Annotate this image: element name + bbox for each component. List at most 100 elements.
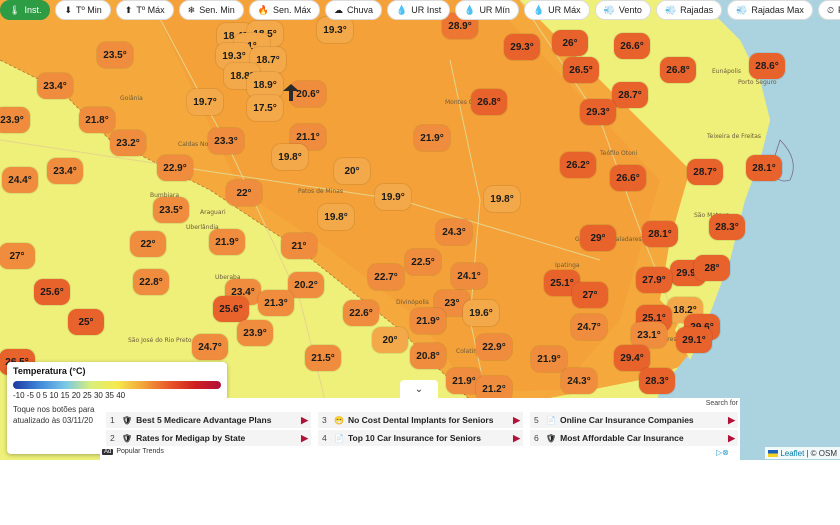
station-marker[interactable]: 22.9° bbox=[476, 334, 512, 360]
station-marker[interactable]: 28.3° bbox=[709, 214, 745, 240]
station-marker[interactable]: 24.7° bbox=[192, 334, 228, 360]
station-marker[interactable]: 22.8° bbox=[133, 269, 169, 295]
station-marker[interactable]: 29.3° bbox=[580, 99, 616, 125]
station-marker[interactable]: 24.4° bbox=[2, 167, 38, 193]
osm-credit[interactable]: | © OSM bbox=[806, 448, 837, 458]
ad-link[interactable]: 1 🛡 Best 5 Medicare Advantage Plans ▶ bbox=[106, 412, 311, 428]
station-marker[interactable]: 24.1° bbox=[451, 263, 487, 289]
toolbar-button[interactable]: 💧 UR Mín bbox=[455, 0, 519, 20]
station-marker[interactable]: 26° bbox=[552, 30, 588, 56]
station-marker[interactable]: 28.7° bbox=[687, 159, 723, 185]
leaflet-link[interactable]: Leaflet bbox=[780, 448, 805, 458]
station-marker[interactable]: 22° bbox=[130, 231, 166, 257]
station-marker[interactable]: 28.6° bbox=[749, 53, 785, 79]
station-marker[interactable]: 21.3° bbox=[258, 290, 294, 316]
station-marker[interactable]: 17.5° bbox=[247, 95, 283, 121]
toolbar-button[interactable]: ⬆ Tº Máx bbox=[115, 0, 174, 20]
station-marker[interactable]: 22.6° bbox=[343, 300, 379, 326]
station-marker[interactable]: 26.8° bbox=[471, 89, 507, 115]
ad-link[interactable]: 5 📄 Online Car Insurance Companies ▶ bbox=[530, 412, 738, 428]
station-marker[interactable]: 25.6° bbox=[213, 296, 249, 322]
station-marker[interactable]: 28° bbox=[694, 255, 730, 281]
toolbar-button[interactable]: 💨 Rajadas bbox=[655, 0, 723, 20]
toolbar-button[interactable]: 💧 UR Máx bbox=[523, 0, 590, 20]
station-marker[interactable]: 23.3° bbox=[208, 128, 244, 154]
station-marker[interactable]: 26.5° bbox=[563, 57, 599, 83]
station-marker[interactable]: 26.8° bbox=[660, 57, 696, 83]
adchoices-icon[interactable]: ▷⊗ bbox=[716, 448, 729, 457]
station-marker[interactable]: 23.9° bbox=[237, 320, 273, 346]
station-marker[interactable]: 27.9° bbox=[636, 267, 672, 293]
station-marker[interactable]: 23.2° bbox=[110, 130, 146, 156]
station-marker[interactable]: 26.2° bbox=[560, 152, 596, 178]
station-marker[interactable]: 19.3° bbox=[317, 17, 353, 43]
station-marker[interactable]: 23.5° bbox=[97, 42, 133, 68]
station-marker[interactable]: 20° bbox=[334, 158, 370, 184]
location-pin-icon[interactable] bbox=[283, 84, 299, 102]
station-marker[interactable]: 26.6° bbox=[614, 33, 650, 59]
station-marker[interactable]: 19.9° bbox=[375, 184, 411, 210]
ad-link[interactable]: 6 🛡 Most Affordable Car Insurance ▶ bbox=[530, 430, 738, 446]
toolbar-button[interactable]: 🌡 Inst. bbox=[0, 0, 51, 20]
ad-link[interactable]: 2 🛡 Rates for Medigap by State ▶ bbox=[106, 430, 311, 446]
station-marker[interactable]: 19.8° bbox=[272, 144, 308, 170]
map-canvas[interactable]: Goiânia Montes Claros Teófilo Otoni Eunápol… bbox=[0, 0, 840, 460]
station-marker[interactable]: 24.3° bbox=[561, 368, 597, 394]
station-marker[interactable]: 23.5° bbox=[153, 197, 189, 223]
station-marker[interactable]: 18.7° bbox=[250, 47, 286, 73]
station-marker[interactable]: 19.6° bbox=[463, 300, 499, 326]
station-marker[interactable]: 23.4° bbox=[47, 158, 83, 184]
toolbar-button[interactable]: ⬇ Tº Min bbox=[55, 0, 111, 20]
station-marker[interactable]: 27° bbox=[572, 282, 608, 308]
station-marker[interactable]: 18.9° bbox=[247, 72, 283, 98]
station-marker[interactable]: 28.1° bbox=[746, 155, 782, 181]
station-marker[interactable]: 21.8° bbox=[79, 107, 115, 133]
station-marker[interactable]: 21.9° bbox=[531, 346, 567, 372]
station-marker[interactable]: 23.1° bbox=[631, 322, 667, 348]
station-marker[interactable]: 25° bbox=[68, 309, 104, 335]
station-marker[interactable]: 21.9° bbox=[410, 308, 446, 334]
ad-link[interactable]: 4 📄 Top 10 Car Insurance for Seniors ▶ bbox=[318, 430, 523, 446]
station-marker[interactable]: 29.1° bbox=[676, 327, 712, 353]
collapse-button[interactable]: ⌄ bbox=[400, 380, 438, 398]
station-marker[interactable]: 22° bbox=[226, 180, 262, 206]
ad-source[interactable]: Popular Trends bbox=[116, 448, 164, 455]
station-marker[interactable]: 22.5° bbox=[405, 249, 441, 275]
station-marker[interactable]: 25.6° bbox=[34, 279, 70, 305]
toolbar-button[interactable]: 💨 Vento bbox=[594, 0, 651, 20]
toolbar-button[interactable]: 💨 Rajadas Max bbox=[727, 0, 813, 20]
station-marker[interactable]: 19.8° bbox=[484, 186, 520, 212]
toolbar-button[interactable]: 💧 UR Inst bbox=[386, 0, 451, 20]
station-marker[interactable]: 24.7° bbox=[571, 314, 607, 340]
station-marker[interactable]: 28.1° bbox=[642, 221, 678, 247]
toolbar-button[interactable]: ☁ Chuva bbox=[324, 0, 382, 20]
station-marker[interactable]: 20.8° bbox=[410, 343, 446, 369]
toolbar-button[interactable]: ❄ Sen. Min bbox=[178, 0, 244, 20]
station-marker[interactable]: 19.8° bbox=[318, 204, 354, 230]
station-marker[interactable]: 29° bbox=[580, 225, 616, 251]
toolbar-button[interactable]: 🔥 Sen. Máx bbox=[248, 0, 320, 20]
station-marker[interactable]: 23.9° bbox=[0, 107, 30, 133]
station-marker[interactable]: 27° bbox=[0, 243, 35, 269]
station-marker[interactable]: 21° bbox=[281, 233, 317, 259]
station-marker[interactable]: 21.2° bbox=[476, 376, 512, 402]
station-marker[interactable]: 19.7° bbox=[187, 89, 223, 115]
station-marker[interactable]: 20.2° bbox=[288, 272, 324, 298]
station-marker[interactable]: 26.6° bbox=[610, 165, 646, 191]
station-marker[interactable]: 21.9° bbox=[209, 229, 245, 255]
station-marker[interactable]: 20.6° bbox=[290, 81, 326, 107]
ad-link[interactable]: 3 😁 No Cost Dental Implants for Seniors ▶ bbox=[318, 412, 523, 428]
ad-number: 4 bbox=[322, 433, 327, 443]
toolbar-button[interactable]: ⏲ Pressão bbox=[817, 0, 840, 20]
station-marker[interactable]: 23.4° bbox=[37, 73, 73, 99]
station-marker[interactable]: 24.3° bbox=[436, 219, 472, 245]
station-marker[interactable]: 21.5° bbox=[305, 345, 341, 371]
station-marker[interactable]: 22.7° bbox=[368, 264, 404, 290]
station-marker[interactable]: 28.7° bbox=[612, 82, 648, 108]
station-marker[interactable]: 28.3° bbox=[639, 368, 675, 394]
station-marker[interactable]: 21.9° bbox=[414, 125, 450, 151]
station-marker[interactable]: 29.4° bbox=[614, 345, 650, 371]
station-marker[interactable]: 22.9° bbox=[157, 155, 193, 181]
station-marker[interactable]: 29.3° bbox=[504, 34, 540, 60]
station-marker[interactable]: 20° bbox=[372, 327, 408, 353]
